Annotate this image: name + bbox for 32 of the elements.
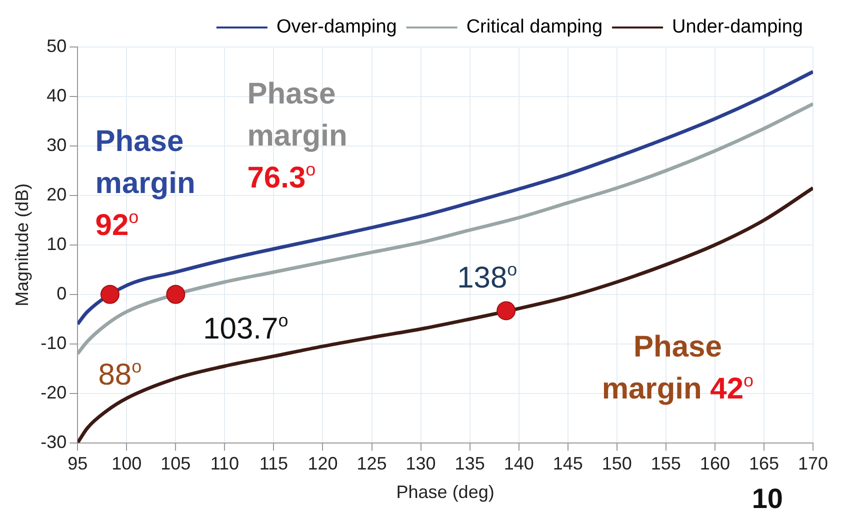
y-tick-label: -30 [40, 432, 67, 452]
y-tick-label: -10 [40, 332, 67, 353]
x-tick-label: 105 [160, 454, 191, 474]
x-tick-label: 130 [406, 454, 436, 474]
y-tick-label: 10 [46, 234, 67, 254]
x-tick-label: 125 [356, 454, 387, 474]
legend-label: Critical damping [466, 16, 603, 38]
x-tick-label: 115 [259, 454, 288, 474]
y-tick-label: -20 [40, 382, 67, 402]
y-tick-label: 40 [46, 85, 67, 106]
y-tick-label: 30 [46, 134, 67, 155]
legend-label: Over-damping [276, 16, 397, 38]
x-tick-label: 110 [210, 454, 240, 474]
text: 10 [752, 483, 783, 514]
x-tick-label: 150 [602, 454, 632, 474]
y-tick-label: 20 [46, 184, 67, 204]
y-tick-label: 50 [46, 36, 67, 56]
x-axis-title: Phase (deg) [396, 482, 494, 502]
legend-label: Under-damping [672, 16, 804, 38]
x-tick-label: 155 [650, 454, 681, 474]
x-tick-label: 135 [454, 454, 485, 474]
x-tick-label: 145 [552, 454, 583, 474]
y-tick-label: 0 [56, 283, 67, 304]
x-tick-label: 120 [308, 454, 338, 474]
line-series [78, 102, 813, 356]
y-axis-title: Magnitude (dB) [12, 183, 32, 306]
x-tick-label: 100 [112, 454, 142, 474]
x-tick-label: 170 [798, 454, 828, 474]
x-tick-label: 95 [68, 454, 88, 474]
x-tick-label: 140 [504, 454, 534, 474]
x-tick-label: 165 [748, 454, 779, 474]
x-tick-label: 160 [700, 454, 730, 474]
